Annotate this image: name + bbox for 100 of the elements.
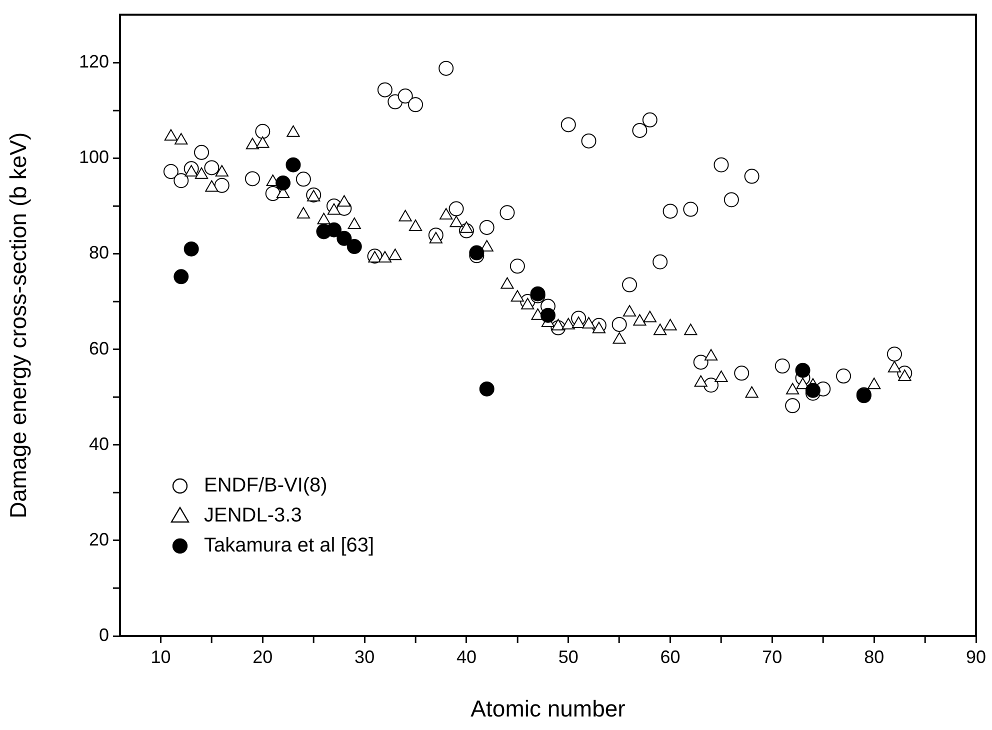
point (795, 362, 810, 378)
point (888, 360, 902, 372)
point (785, 398, 800, 414)
y-tick-label: 60 (88, 338, 109, 358)
point (632, 122, 648, 138)
y-tick-label: 80 (88, 242, 109, 263)
point (582, 316, 596, 328)
point (562, 318, 575, 330)
point (398, 88, 413, 104)
x-tick-label: 10 (150, 646, 171, 667)
point (194, 167, 208, 179)
point (786, 382, 800, 394)
point (205, 180, 218, 192)
point (704, 378, 719, 393)
y-tick-label: 40 (88, 434, 109, 454)
x-axis-title: Atomic number (470, 696, 626, 722)
x-tick-label: 60 (660, 646, 680, 667)
point (654, 324, 667, 336)
point (662, 204, 678, 219)
x-tick-label: 90 (966, 646, 986, 667)
point (448, 201, 464, 216)
point (194, 144, 210, 160)
point (174, 269, 189, 284)
point (479, 220, 494, 235)
point (256, 136, 270, 148)
point (836, 368, 852, 384)
point (521, 298, 534, 310)
point (255, 124, 270, 139)
x-tick-label: 70 (762, 646, 782, 667)
point (174, 173, 189, 188)
point (174, 132, 188, 144)
point (540, 308, 556, 323)
legend-label: ENDF/B-VI(8) (204, 474, 328, 497)
point (693, 354, 708, 370)
point (469, 245, 484, 260)
point (774, 358, 790, 374)
point (204, 160, 220, 176)
point (163, 164, 178, 180)
point (480, 240, 494, 252)
point (326, 222, 342, 238)
point (560, 117, 576, 132)
point (286, 125, 300, 137)
y-tick-label: 0 (98, 624, 109, 645)
point (622, 277, 638, 292)
y-tick-label: 20 (88, 529, 109, 550)
point (886, 346, 902, 362)
y-tick-label: 100 (78, 147, 109, 168)
point (633, 314, 646, 326)
point (265, 186, 280, 202)
point (327, 203, 341, 215)
point (276, 176, 291, 190)
point (338, 195, 351, 207)
point (868, 378, 881, 390)
point (642, 112, 658, 128)
point (215, 164, 228, 176)
point (500, 205, 515, 220)
point (744, 168, 760, 184)
point (164, 129, 178, 141)
point (500, 277, 514, 289)
point (683, 202, 698, 217)
legend-label: Takamura et al [63] (204, 534, 374, 557)
point (388, 248, 402, 260)
point (652, 254, 668, 270)
x-tick-label: 50 (558, 646, 578, 667)
point (581, 133, 596, 148)
point (684, 324, 698, 336)
point (317, 212, 330, 224)
point (244, 171, 260, 186)
point (460, 221, 474, 233)
point (612, 316, 627, 332)
point (348, 218, 361, 230)
point (346, 239, 362, 254)
point (664, 318, 677, 330)
point (378, 251, 392, 262)
point (408, 97, 424, 112)
point (898, 370, 912, 382)
x-tick-label: 20 (252, 646, 273, 667)
point (184, 164, 198, 176)
point (745, 386, 758, 398)
point (398, 210, 412, 222)
point (510, 258, 525, 274)
point (184, 241, 199, 256)
point (479, 381, 494, 396)
point (552, 318, 565, 330)
point (246, 138, 260, 150)
point (714, 157, 729, 172)
x-tick-label: 30 (354, 646, 375, 667)
point (296, 172, 311, 187)
point (336, 230, 352, 246)
point (714, 370, 728, 382)
point (296, 207, 310, 219)
x-tick-label: 40 (456, 646, 476, 667)
y-axis-title: Damage energy cross-section (b keV) (5, 132, 32, 518)
point (450, 216, 463, 228)
point (429, 232, 442, 244)
point (438, 60, 454, 76)
point (510, 290, 524, 302)
legend-label: JENDL-3.3 (204, 504, 302, 527)
point (408, 219, 422, 231)
point (214, 178, 230, 193)
